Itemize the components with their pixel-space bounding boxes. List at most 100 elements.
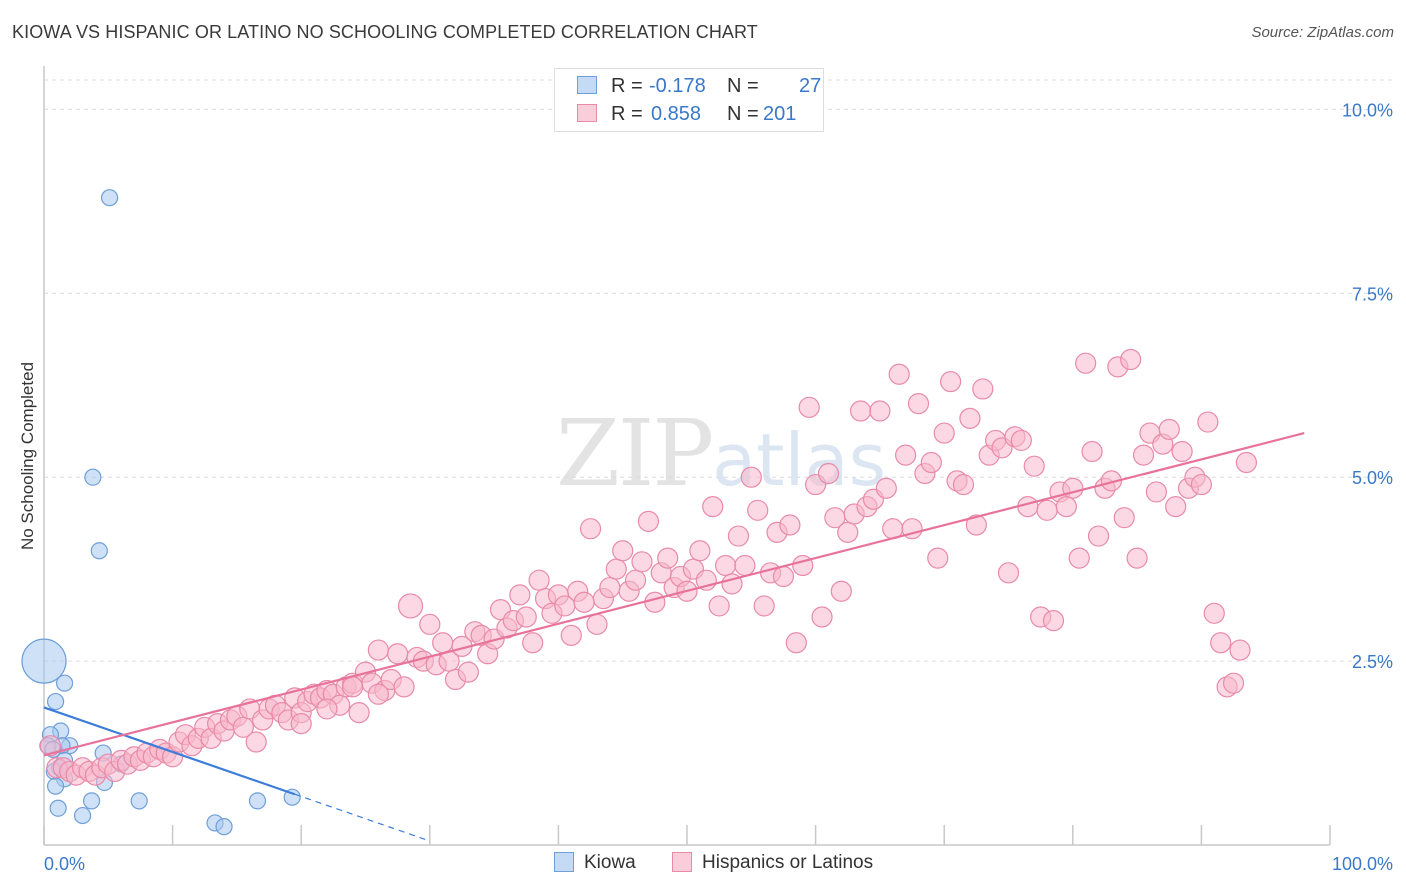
watermark-atlas: atlas [712, 418, 887, 502]
data-point [772, 565, 795, 588]
data-point [215, 818, 233, 836]
data-point [714, 554, 737, 577]
y-tick-label: 5.0% [1352, 468, 1393, 488]
data-point [1036, 499, 1058, 521]
zipatlas-watermark: ZIPatlas [556, 400, 886, 507]
data-point [393, 676, 415, 698]
data-point [907, 393, 930, 415]
data-point [21, 638, 67, 684]
bottom-legend-swatch-hispanics [672, 852, 692, 872]
data-point [644, 591, 666, 613]
data-point [1197, 411, 1219, 433]
tick-labels: 2.5% 5.0% 7.5% 10.0% 0.0% 100.0% [44, 100, 1393, 874]
legend-r-value: 0.858 [651, 103, 702, 125]
data-point [348, 701, 370, 724]
data-point [515, 606, 537, 628]
watermark-zip: ZIP [556, 400, 714, 507]
data-point [290, 713, 312, 735]
legend-swatch-hispanics [577, 104, 597, 122]
data-point [49, 799, 67, 817]
data-point [528, 569, 550, 591]
legend-n-value: 27 [799, 75, 822, 97]
data-point [869, 400, 891, 422]
data-point [73, 806, 92, 825]
trend-line-kiowa [43, 706, 296, 796]
data-point [702, 496, 724, 518]
data-point [55, 674, 74, 692]
data-point [740, 466, 762, 488]
data-point [624, 569, 647, 591]
data-point [727, 525, 750, 547]
legend-n-value: 201 [763, 103, 797, 125]
data-point [1120, 348, 1142, 371]
chart-title: KIOWA VS HISPANIC OR LATINO NO SCHOOLING… [12, 22, 758, 42]
data-point [811, 606, 833, 628]
data-point [798, 396, 820, 418]
grid-lines [44, 79, 1392, 662]
trend-lines [43, 432, 1305, 842]
data-point [952, 473, 975, 496]
data-point [46, 777, 65, 795]
data-point [586, 613, 608, 635]
data-point [316, 698, 338, 720]
data-point [1113, 507, 1135, 529]
data-point [1023, 455, 1045, 477]
data-point [895, 444, 917, 466]
data-point [830, 580, 852, 602]
data-point [747, 499, 769, 521]
y-tick-label: 2.5% [1352, 652, 1393, 672]
data-point [1210, 632, 1232, 654]
x-tick-label-max: 100.0% [1332, 854, 1393, 874]
data-point [130, 792, 148, 810]
data-point [1075, 352, 1097, 374]
data-point [920, 451, 942, 474]
data-point [779, 514, 801, 536]
data-point [367, 639, 389, 661]
data-point [599, 576, 621, 599]
data-point [46, 692, 65, 711]
series-hispanics [39, 348, 1258, 786]
bottom-legend-swatch-kiowa [554, 852, 574, 872]
data-point [605, 558, 627, 580]
data-point [837, 521, 859, 543]
data-point [972, 378, 994, 400]
data-point [245, 731, 267, 753]
data-point [1126, 547, 1148, 569]
data-point [419, 613, 441, 635]
data-point [1158, 418, 1180, 440]
data-point [1062, 477, 1084, 499]
correlation-legend: R = -0.178 N = 27 R = 0.858 N = 201 [554, 68, 824, 132]
data-point [1229, 639, 1251, 661]
legend-r-value: -0.178 [649, 75, 706, 97]
data-point [509, 584, 531, 606]
data-point [397, 593, 424, 619]
data-point [560, 624, 582, 646]
legend-r-label: R = [611, 75, 643, 97]
data-point [1235, 451, 1258, 474]
data-point [248, 792, 267, 810]
data-point [1145, 481, 1167, 503]
legend-n-label: N = [727, 103, 759, 125]
data-point [997, 562, 1020, 584]
data-point [959, 407, 981, 429]
data-point [927, 547, 949, 569]
data-point [1055, 496, 1077, 518]
data-point [734, 554, 756, 577]
y-tick-label: 10.0% [1342, 100, 1393, 120]
trend-line-kiowa-extension [294, 793, 430, 842]
legend-n-label: N = [727, 75, 759, 97]
data-point [1165, 496, 1187, 518]
data-point [689, 540, 711, 562]
data-point [1068, 547, 1090, 569]
data-point [1203, 602, 1225, 624]
data-point [657, 547, 679, 569]
data-point [1171, 440, 1193, 463]
data-point [100, 189, 119, 207]
data-point [850, 400, 872, 422]
data-point [579, 518, 602, 540]
data-point [817, 462, 840, 485]
data-point [387, 643, 409, 665]
data-point [612, 540, 634, 562]
data-point [84, 468, 102, 486]
